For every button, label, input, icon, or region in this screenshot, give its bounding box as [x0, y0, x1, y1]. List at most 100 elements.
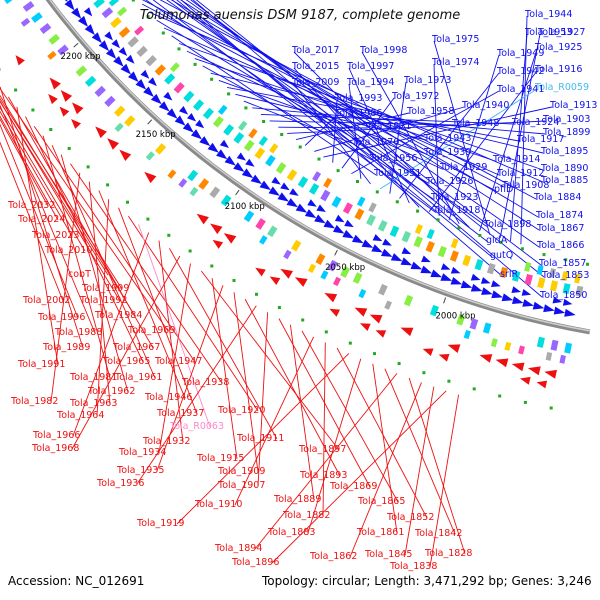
reverse-gene-label: Tola_1936: [96, 478, 144, 489]
forward-gene: [562, 298, 573, 306]
cog-block: [114, 122, 124, 133]
reverse-leader-line: [322, 342, 326, 517]
gc-marker: [67, 147, 71, 150]
gc-marker: [177, 47, 181, 51]
reverse-gene-label: Tola_1869: [329, 481, 377, 492]
gc-marker: [161, 31, 165, 35]
gc-marker: [277, 306, 281, 309]
tick-mark: [147, 119, 153, 125]
gc-marker: [210, 264, 214, 268]
cog-block: [332, 276, 342, 287]
forward-gene-label: Tola_1942: [496, 66, 544, 77]
forward-gene-label: Tola_1857: [538, 258, 586, 269]
genome-backbone: [45, 0, 591, 335]
forward-leader-line: [252, 107, 546, 135]
reverse-gene-label: Tola_1961: [114, 372, 162, 383]
reverse-gene: [72, 102, 84, 115]
forward-gene: [344, 219, 354, 228]
reverse-gene-label: Tola_1910: [194, 499, 242, 510]
cog-block: [189, 186, 199, 197]
reverse-gene-label: Tola_1938: [181, 377, 229, 388]
forward-leader-line: [159, 0, 537, 200]
gc-marker: [126, 200, 129, 204]
tick-mark: [334, 249, 338, 256]
forward-gene-label: Tola_1929: [439, 162, 487, 173]
gc-marker: [14, 88, 18, 92]
forward-gene: [191, 129, 202, 140]
cog-block: [562, 283, 571, 295]
cog-block: [437, 245, 447, 258]
gc-marker: [499, 240, 503, 244]
reverse-leader-line: [60, 154, 129, 393]
cog-block: [320, 270, 329, 280]
reverse-gene-label: Tola_1947: [154, 356, 202, 367]
gc-marker: [146, 15, 150, 19]
reverse-leader-line: [0, 115, 59, 221]
reverse-gene-label: Tola_2010: [44, 245, 92, 256]
forward-gene-label: Tola_1956: [369, 153, 417, 164]
cog-block: [84, 75, 97, 87]
reverse-gene-label: Tola_1889: [273, 494, 321, 505]
forward-gene: [71, 7, 82, 19]
gc-marker: [210, 77, 214, 81]
cog-block: [504, 341, 512, 351]
cog-block: [192, 99, 205, 111]
reverse-gene-label: Tola_1966: [32, 430, 80, 441]
reverse-gene-label: Tola_2023: [31, 230, 79, 241]
forward-gene: [334, 214, 345, 223]
forward-leader-line: [171, 35, 377, 176]
cog-block: [559, 354, 566, 364]
gc-marker: [324, 330, 328, 334]
forward-gene: [512, 296, 524, 304]
cog-block: [283, 249, 292, 260]
forward-gene: [250, 174, 262, 185]
forward-gene: [140, 69, 150, 79]
cog-block: [248, 128, 258, 139]
cog-color-tracks: [0, 0, 589, 410]
reverse-gene: [144, 171, 157, 184]
forward-leader-line: [145, 0, 434, 200]
cog-block: [426, 228, 435, 240]
reverse-gene-label: Tola_1842: [414, 528, 462, 539]
gc-marker: [188, 249, 192, 253]
reverse-gene: [528, 366, 541, 376]
cog-block: [136, 45, 148, 58]
forward-gene: [224, 155, 236, 166]
cog-block: [169, 62, 180, 73]
forward-gene-label: Tola_1917: [516, 134, 564, 145]
forward-gene-label: Tola_1884: [533, 192, 581, 203]
forward-gene: [216, 149, 228, 160]
reverse-gene-label: Tola_1920: [217, 405, 265, 416]
cog-block: [220, 194, 232, 207]
reverse-gene-label: Tola_1852: [386, 512, 434, 523]
forward-gene: [271, 176, 281, 185]
gc-marker: [375, 190, 379, 194]
reverse-gene: [438, 354, 450, 362]
reverse-gene: [210, 223, 223, 235]
forward-gene: [382, 238, 392, 246]
cog-block: [462, 254, 472, 267]
tick-mark: [235, 189, 240, 196]
reverse-gene-label: Tola_1984: [94, 310, 142, 321]
cog-block: [537, 277, 546, 289]
reverse-leader-line: [156, 285, 224, 472]
reverse-gene: [536, 380, 548, 389]
reverse-leader-line: [0, 123, 79, 319]
forward-leader-line: [428, 70, 538, 212]
reverse-gene-label: Tola_1946: [144, 392, 192, 403]
cog-block: [449, 250, 459, 262]
cog-block: [93, 0, 105, 9]
gene-tracks: [15, 0, 576, 389]
forward-leader-line: [499, 33, 541, 239]
cog-block: [384, 300, 392, 310]
forward-leader-line: [293, 83, 371, 185]
cog-block: [265, 154, 276, 167]
forward-gene: [430, 269, 443, 278]
gc-marker: [478, 234, 482, 237]
forward-gene: [120, 63, 131, 75]
gc-marker: [255, 292, 258, 296]
reverse-gene-label: Tola_1915: [196, 453, 244, 464]
cog-block: [258, 135, 268, 147]
forward-gene: [195, 119, 205, 129]
reverse-leader-line: [71, 255, 181, 450]
